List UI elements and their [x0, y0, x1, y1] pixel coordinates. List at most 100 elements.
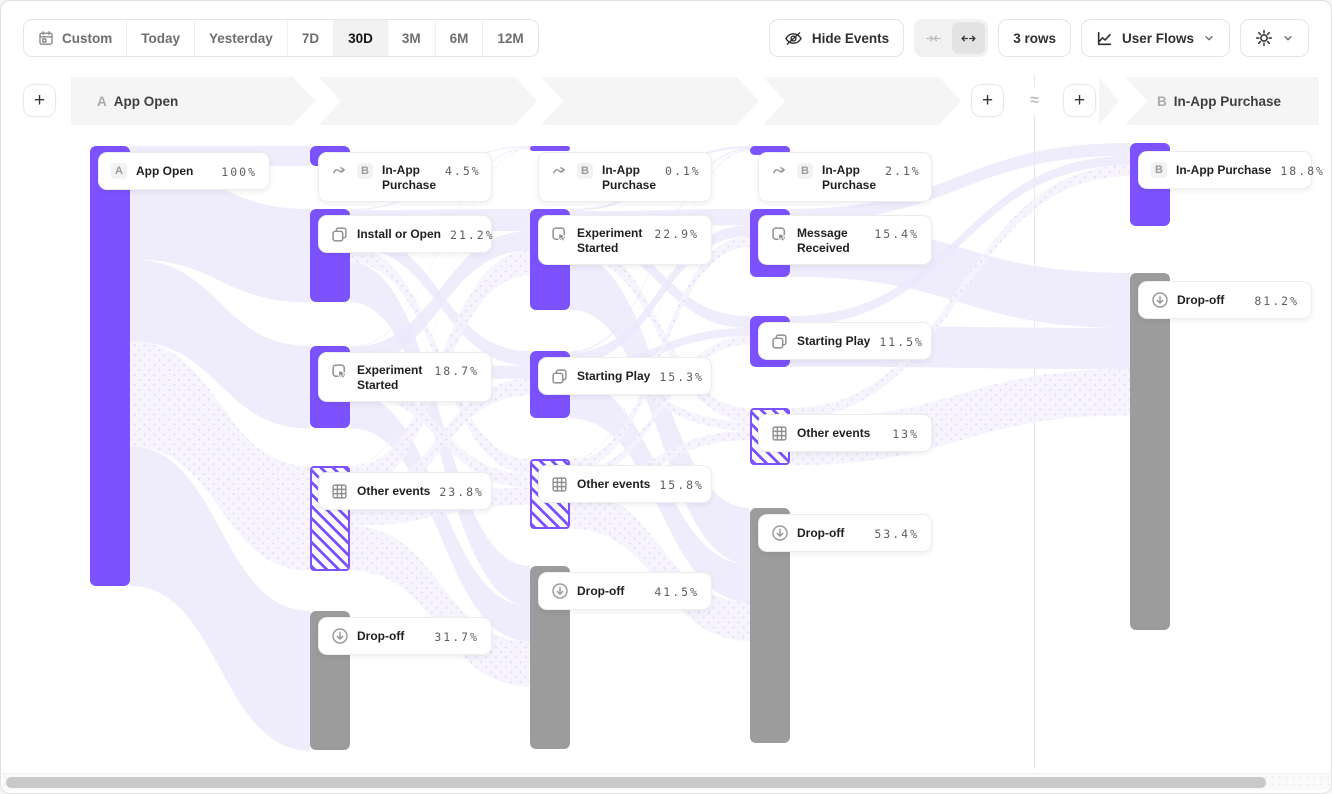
flow-ribbon-app-open-to-drop-off: [130, 446, 310, 751]
step-band-app-open[interactable]: A App Open: [71, 77, 315, 125]
event-letter-badge: B: [797, 163, 813, 179]
event-label: Install or Open: [357, 226, 442, 241]
event-percentage: 15.3%: [659, 369, 704, 384]
approx-steps-indicator: ≈: [1022, 87, 1047, 115]
settings-dropdown[interactable]: [1240, 19, 1309, 57]
flow-bar-app-open[interactable]: [90, 146, 130, 586]
flow-ribbon-app-open-to-experiment-started: [130, 259, 310, 429]
flow-node-experiment-started[interactable]: Experiment Started 22.9%: [538, 215, 712, 265]
hide-events-button[interactable]: Hide Events: [768, 19, 905, 57]
event-percentage: 2.1%: [885, 164, 921, 178]
time-range-7d[interactable]: 7D: [288, 20, 335, 56]
flow-node-message-received[interactable]: Message Received 15.4%: [758, 215, 932, 265]
time-range-label: Custom: [62, 30, 113, 46]
event-label: In-App Purchase: [382, 163, 437, 192]
time-range-label: Today: [141, 30, 181, 46]
time-range-label: 3M: [401, 30, 421, 46]
add-step-end-button[interactable]: +: [1063, 84, 1096, 117]
grid-icon: [551, 476, 568, 493]
time-range-label: Yesterday: [209, 30, 273, 46]
event-label: Message Received: [797, 226, 850, 255]
flow-ribbon-other-events-to-drop-off: [350, 525, 530, 687]
time-range-3m[interactable]: 3M: [388, 20, 436, 56]
rows-button[interactable]: 3 rows: [998, 19, 1071, 57]
time-range-6m[interactable]: 6M: [436, 20, 484, 56]
flow-bar-in-app-purchase[interactable]: [750, 146, 790, 156]
step-band-in-app-purchase[interactable]: B In-App Purchase: [1125, 77, 1319, 125]
event-percentage: 53.4%: [874, 526, 919, 541]
flow-node-starting-play[interactable]: Starting Play 11.5%: [758, 322, 932, 360]
flow-bar-drop-off[interactable]: [1130, 273, 1170, 631]
collapse-columns-button[interactable]: [917, 22, 950, 54]
event-label: Drop-off: [357, 628, 405, 643]
event-percentage: 18.8%: [1280, 163, 1325, 178]
event-percentage: 41.5%: [654, 584, 699, 599]
time-range-custom[interactable]: Custom: [24, 20, 128, 56]
flow-ribbon-experiment-started-to-drop-off: [350, 392, 530, 642]
time-range-selector: Custom Today Yesterday 7D 30D 3M 6M 12M: [23, 19, 539, 57]
event-percentage: 21.2%: [450, 227, 495, 242]
add-step-middle-button[interactable]: +: [971, 84, 1004, 117]
flow-node-starting-play[interactable]: Starting Play 15.3%: [538, 357, 712, 395]
flow-ribbon-other-events-to-message-received: [570, 236, 750, 472]
add-step-start-button[interactable]: +: [23, 84, 56, 117]
time-range-today[interactable]: Today: [127, 20, 196, 56]
copy-icon: [331, 226, 348, 243]
flow-node-experiment-started[interactable]: Experiment Started 18.7%: [318, 352, 492, 402]
flow-node-drop-off[interactable]: Drop-off 53.4%: [758, 514, 932, 552]
flow-node-drop-off[interactable]: Drop-off 41.5%: [538, 572, 712, 610]
expand-columns-button[interactable]: [952, 22, 986, 54]
event-percentage: 22.9%: [654, 227, 699, 241]
flow-node-install-or-open[interactable]: Install or Open 21.2%: [318, 215, 495, 253]
flow-node-in-app-purchase[interactable]: B In-App Purchase 4.5%: [318, 152, 492, 202]
flow-node-drop-off[interactable]: Drop-off 81.2%: [1138, 281, 1312, 319]
jump-icon: [771, 163, 788, 178]
event-percentage: 100%: [221, 164, 257, 179]
hide-events-label: Hide Events: [811, 30, 890, 46]
flow-node-other-events[interactable]: Other events 13%: [758, 414, 932, 452]
step-band-4[interactable]: [763, 77, 961, 125]
event-percentage: 23.8%: [439, 484, 484, 499]
flow-ribbon-install-or-open-to-drop-off: [350, 262, 530, 607]
chevron-down-icon: [1203, 32, 1215, 44]
flow-node-other-events[interactable]: Other events 15.8%: [538, 465, 712, 503]
event-percentage: 18.7%: [434, 364, 479, 378]
event-percentage: 4.5%: [445, 164, 481, 178]
event-percentage: 31.7%: [434, 629, 479, 644]
click-icon: [551, 226, 568, 243]
flow-ribbon-other-events-to-in-app-purchase: [790, 165, 1130, 419]
flow-node-in-app-purchase[interactable]: B In-App Purchase 18.8%: [1138, 151, 1323, 189]
horizontal-scrollbar-thumb[interactable]: [6, 777, 1266, 788]
time-range-30d[interactable]: 30D: [334, 20, 388, 56]
step-letter: B: [1157, 93, 1167, 109]
event-label: Drop-off: [1177, 292, 1225, 307]
step-band-3[interactable]: [541, 77, 759, 125]
event-letter-badge: A: [111, 163, 127, 179]
flow-node-in-app-purchase[interactable]: B In-App Purchase 2.1%: [758, 152, 932, 202]
flow-node-other-events[interactable]: Other events 23.8%: [318, 472, 492, 510]
step-band-2[interactable]: [319, 77, 537, 125]
click-icon: [331, 363, 348, 380]
chart-type-label: User Flows: [1121, 30, 1194, 46]
event-percentage: 15.8%: [659, 477, 704, 492]
event-percentage: 15.4%: [874, 227, 919, 241]
flow-node-drop-off[interactable]: Drop-off 31.7%: [318, 617, 492, 655]
time-range-12m[interactable]: 12M: [483, 20, 537, 56]
flow-node-app-open[interactable]: A App Open 100%: [98, 152, 270, 190]
arrows-inward-icon: [925, 31, 942, 46]
horizontal-scrollbar-track[interactable]: [2, 773, 1330, 790]
flow-node-in-app-purchase[interactable]: B In-App Purchase 0.1%: [538, 152, 712, 202]
event-percentage: 13%: [892, 426, 919, 441]
chart-type-dropdown[interactable]: User Flows: [1080, 19, 1230, 57]
flow-bar-in-app-purchase[interactable]: [530, 146, 570, 151]
rows-label: 3 rows: [1013, 30, 1056, 46]
step-letter: A: [97, 93, 107, 109]
panel-divider: [1034, 75, 1035, 769]
arrows-outward-icon: [960, 31, 977, 46]
jump-icon: [331, 163, 348, 178]
flow-ribbon-app-open-to-other-events: [130, 341, 310, 571]
event-label: Other events: [577, 476, 651, 491]
time-range-yesterday[interactable]: Yesterday: [195, 20, 288, 56]
toolbar: Custom Today Yesterday 7D 30D 3M 6M 12M Hide Ev…: [23, 19, 1309, 57]
